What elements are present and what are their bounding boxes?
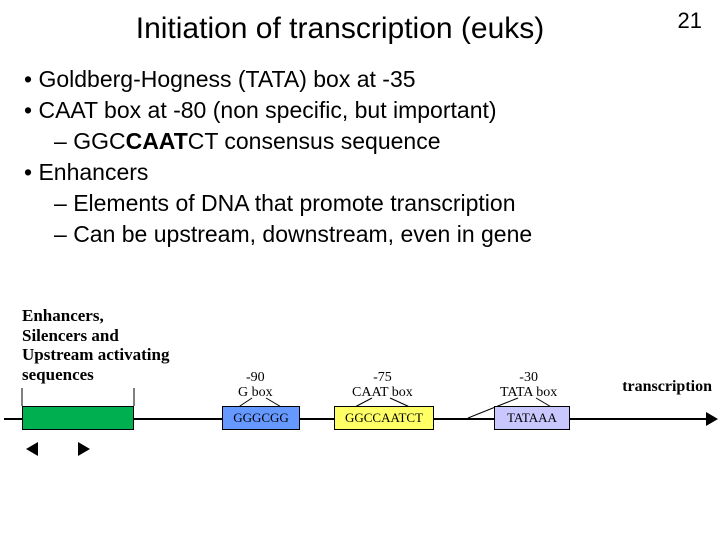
bullet-2: CAAT box at -80 (non specific, but impor… (24, 95, 696, 126)
bullet-3b: Can be upstream, downstream, even in gen… (24, 219, 696, 250)
bullet-1: Goldberg-Hogness (TATA) box at -35 (24, 64, 696, 95)
slide-title: Initiation of transcription (euks) (0, 0, 720, 64)
g-box-label: -90G box (238, 370, 273, 401)
caat-box-label: -75CAAT box (352, 370, 413, 401)
g-box: GGGCGG (222, 406, 300, 430)
tata-box-label: -30TATA box (500, 370, 557, 401)
promoter-diagram: Enhancers, Silencers and Upstream activa… (0, 306, 720, 486)
seq-pre: GGC (73, 128, 125, 154)
caat-box: GGCCAATCT (334, 406, 434, 430)
seq-post: CT consensus sequence (188, 128, 441, 154)
tata-box: TATAAA (494, 406, 570, 430)
next-slide-icon[interactable] (78, 442, 90, 456)
page-number: 21 (678, 8, 702, 34)
bullet-3: Enhancers (24, 157, 696, 188)
seq-bold: CAAT (126, 128, 188, 154)
bullet-content: Goldberg-Hogness (TATA) box at -35 CAAT … (0, 64, 720, 250)
prev-slide-icon[interactable] (26, 442, 38, 456)
bullet-2a: GGCCAATCT consensus sequence (24, 126, 696, 157)
enhancer-box (22, 406, 134, 430)
bullet-3a: Elements of DNA that promote transcripti… (24, 188, 696, 219)
